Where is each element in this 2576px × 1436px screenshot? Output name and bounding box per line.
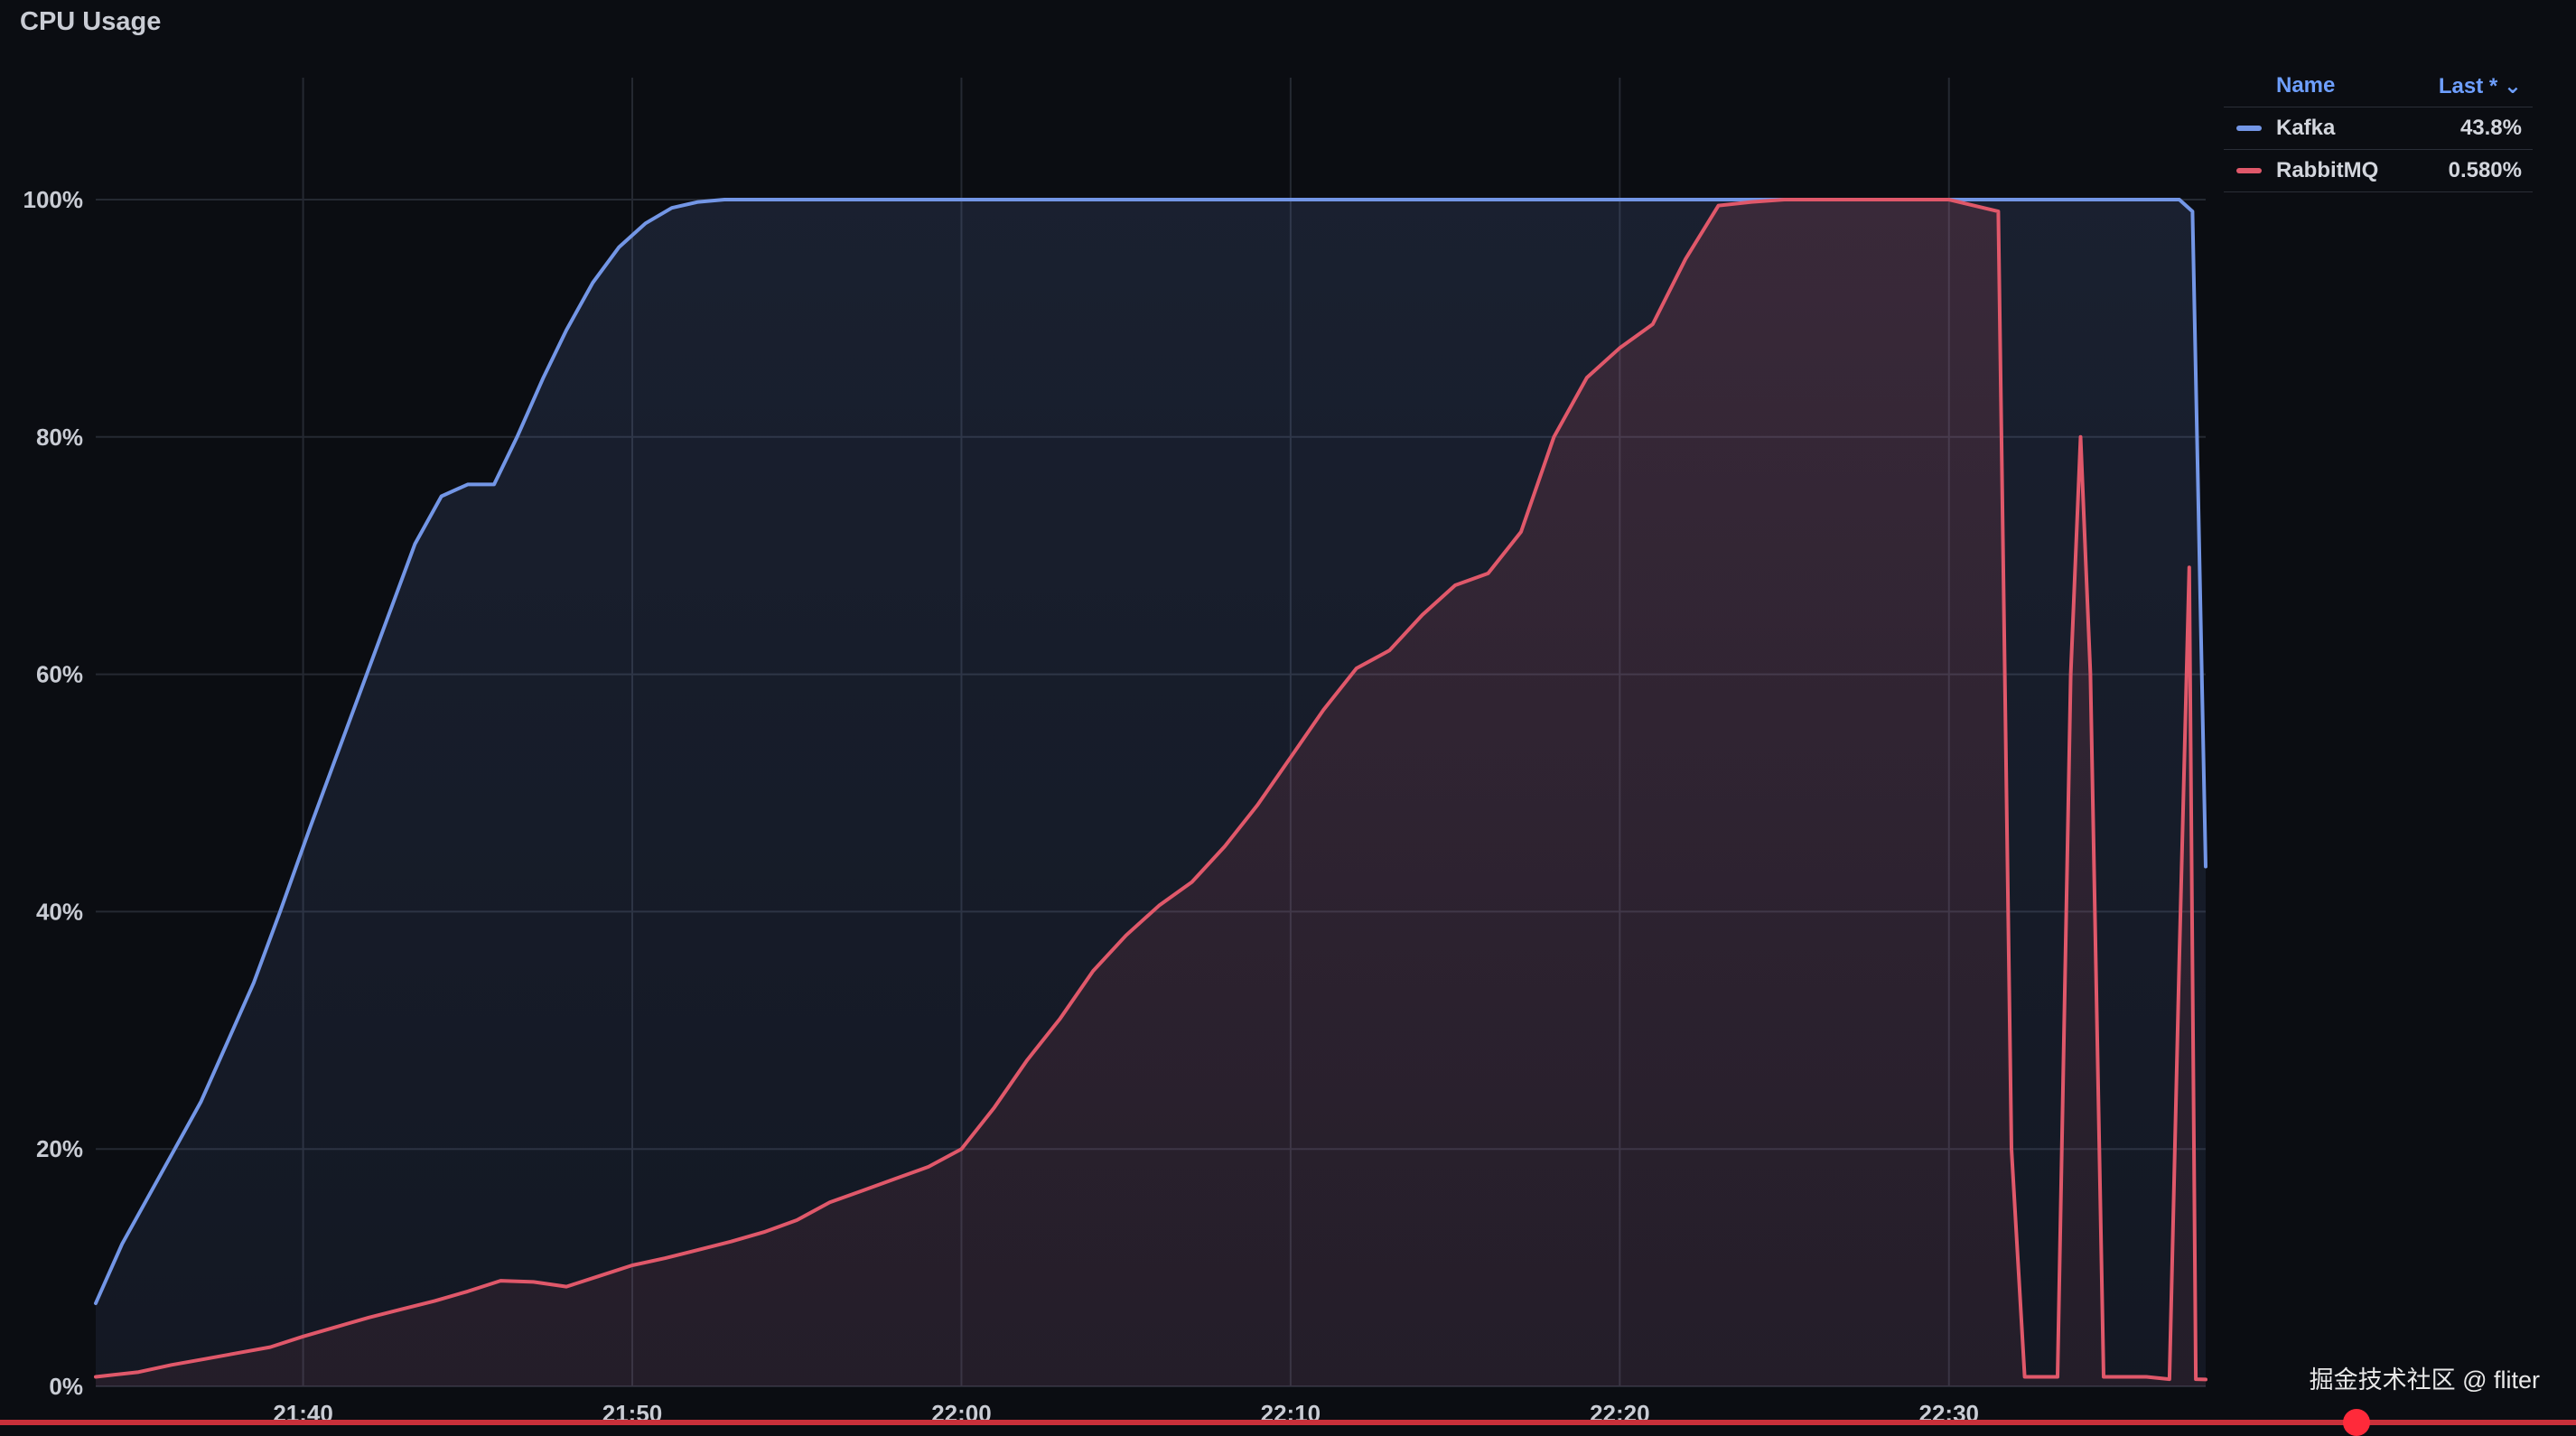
legend-item-rabbitmq[interactable]: RabbitMQ 0.580% [2224, 150, 2533, 192]
legend-item-name: RabbitMQ [2276, 158, 2379, 182]
kafka-swatch [2236, 126, 2262, 131]
y-tick-label: 100% [23, 186, 84, 213]
legend-item-value: 43.8% [2459, 116, 2522, 140]
legend-item-value: 0.580% [2448, 158, 2522, 182]
series-line-rabbitmq [94, 198, 2207, 1382]
y-tick-label: 20% [36, 1135, 83, 1162]
legend-last-header[interactable]: Last * ⌄ [2438, 73, 2522, 98]
y-tick-label: 40% [36, 898, 83, 925]
series-area-rabbitmq [96, 200, 2206, 1386]
y-axis-ticks: 0% 20% 40% 60% 80% 100% [23, 186, 84, 1400]
legend-name-header[interactable]: Name [2276, 73, 2336, 98]
y-tick-label: 80% [36, 424, 83, 451]
panel-title: CPU Usage [20, 7, 162, 36]
rabbitmq-swatch [2236, 168, 2262, 173]
video-progress-knob[interactable] [2343, 1409, 2370, 1436]
legend-table: Name Last * ⌄ Kafka 43.8% RabbitMQ 0.580… [2224, 65, 2533, 192]
video-progress-bar[interactable] [0, 1420, 2576, 1425]
series-line-kafka [94, 198, 2207, 1305]
legend-item-kafka[interactable]: Kafka 43.8% [2224, 107, 2533, 150]
y-tick-label: 0% [49, 1373, 83, 1400]
watermark: 掘金技术社区 @ fliter [2309, 1366, 2540, 1394]
y-tick-label: 60% [36, 661, 83, 688]
legend-header: Name Last * ⌄ [2224, 65, 2533, 107]
series-lines [94, 198, 2207, 1382]
series-areas [96, 200, 2206, 1386]
legend-item-name: Kafka [2276, 116, 2336, 140]
